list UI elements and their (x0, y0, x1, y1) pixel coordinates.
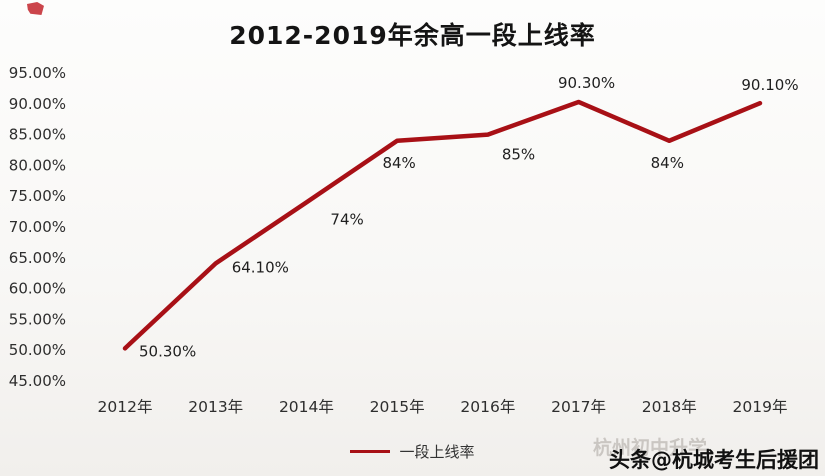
toutiao-watermark: 头条@杭城考生后援团 (609, 448, 819, 472)
series-line (122, 99, 763, 351)
x-axis-tick-label: 2015年 (370, 398, 425, 416)
data-point-label: 50.30% (139, 342, 196, 360)
y-axis-tick-label: 50.00% (9, 341, 66, 359)
y-axis-tick-label: 65.00% (9, 249, 66, 267)
y-axis-tick-label: 95.00% (9, 64, 66, 82)
red-corner-mark (27, 2, 44, 15)
x-axis-tick-label: 2017年 (551, 398, 606, 416)
data-point-label: 84% (382, 154, 415, 172)
chart-title: 2012-2019年余高一段上线率 (229, 21, 596, 50)
y-axis-tick-label: 90.00% (9, 95, 66, 113)
x-axis-tick-label: 2014年 (279, 398, 334, 416)
data-point-label: 64.10% (232, 258, 289, 276)
x-axis-tick-label: 2012年 (98, 398, 153, 416)
legend-label: 一段上线率 (399, 443, 475, 461)
y-axis-tick-label: 55.00% (9, 310, 66, 328)
data-point-label: 90.30% (558, 74, 615, 92)
data-point-label: 90.10% (741, 76, 798, 94)
y-axis-tick-label: 45.00% (9, 372, 66, 390)
x-axis-tick-label: 2018年 (642, 398, 697, 416)
y-axis-tick-label: 85.00% (9, 126, 66, 144)
y-axis-tick-label: 75.00% (9, 187, 66, 205)
faint-watermark: 杭州初中升学 (592, 437, 707, 459)
data-point-label: 85% (502, 146, 535, 164)
data-point-label: 84% (651, 154, 684, 172)
y-axis-tick-label: 70.00% (9, 218, 66, 236)
chart-legend: 一段上线率 (0, 441, 825, 462)
y-axis-tick-label: 80.00% (9, 156, 66, 174)
x-axis-tick-label: 2016年 (460, 398, 515, 416)
x-axis-tick-label: 2013年 (188, 398, 243, 416)
y-axis-tick-label: 60.00% (9, 280, 66, 298)
data-point-label: 74% (330, 210, 363, 228)
x-axis-tick-label: 2019年 (733, 398, 788, 416)
legend-line-swatch (350, 450, 391, 453)
